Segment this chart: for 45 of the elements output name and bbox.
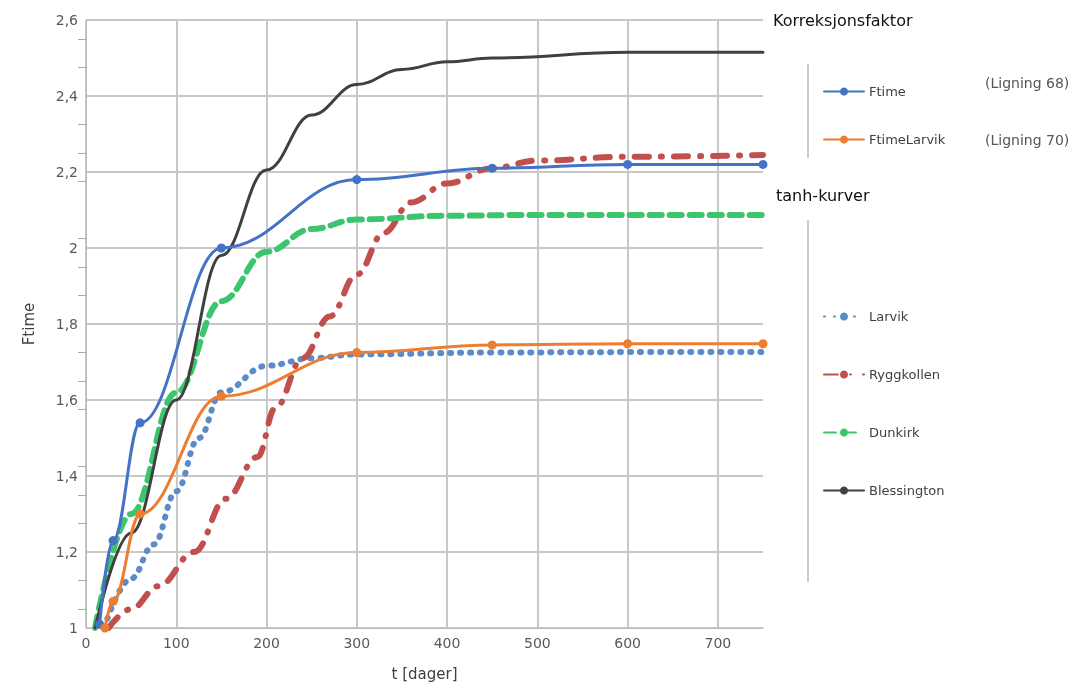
point [487, 340, 497, 350]
y-tick-label: 1,2 [55, 544, 78, 560]
y-tick-label: 2,2 [55, 164, 78, 180]
legend-label: Dunkirk [869, 425, 920, 440]
y-tick-label: 2,6 [55, 12, 79, 28]
point [135, 418, 145, 428]
point [352, 175, 362, 185]
x-tick-label: 0 [81, 635, 91, 651]
point [135, 509, 145, 519]
x-axis-title: t [dager] [391, 664, 458, 683]
y-tick-label: 1,4 [55, 468, 79, 484]
point [100, 623, 110, 633]
y-tick-label: 2 [69, 240, 78, 256]
point [623, 159, 633, 169]
legend-title: Korreksjonsfaktor [773, 10, 913, 30]
x-tick-label: 300 [343, 635, 371, 651]
y-axis-title: Ftime [19, 302, 38, 346]
x-tick-label: 100 [162, 635, 190, 651]
text: (Ligning 70) [985, 132, 1070, 148]
legend-label: Blessington [869, 483, 945, 498]
x-tick-label: 400 [433, 635, 461, 651]
y-tick-label: 1 [69, 620, 78, 636]
x-tick-label: 200 [253, 635, 280, 651]
point [758, 339, 768, 349]
legend-label: FtimeLarvik [869, 132, 946, 147]
point [623, 339, 633, 349]
x-tick-label: 600 [614, 635, 641, 651]
y-tick-label: 1,8 [55, 316, 78, 332]
point [352, 348, 362, 357]
point [216, 243, 226, 253]
y-tick-label: 1,6 [55, 392, 79, 408]
legend-label: Ryggkollen [869, 367, 940, 382]
point [216, 391, 226, 401]
legend-label: Larvik [869, 309, 909, 324]
text: (Ligning 68) [985, 75, 1070, 91]
legend-label: Ftime [869, 84, 906, 99]
point [108, 596, 118, 606]
point [487, 163, 497, 173]
x-tick-label: 500 [523, 635, 551, 651]
text: tanh-kurver [776, 185, 870, 205]
point [758, 159, 768, 169]
line-series [93, 50, 765, 630]
x-tick-label: 700 [704, 635, 732, 651]
y-tick-label: 2,4 [55, 88, 79, 104]
point [108, 536, 118, 546]
